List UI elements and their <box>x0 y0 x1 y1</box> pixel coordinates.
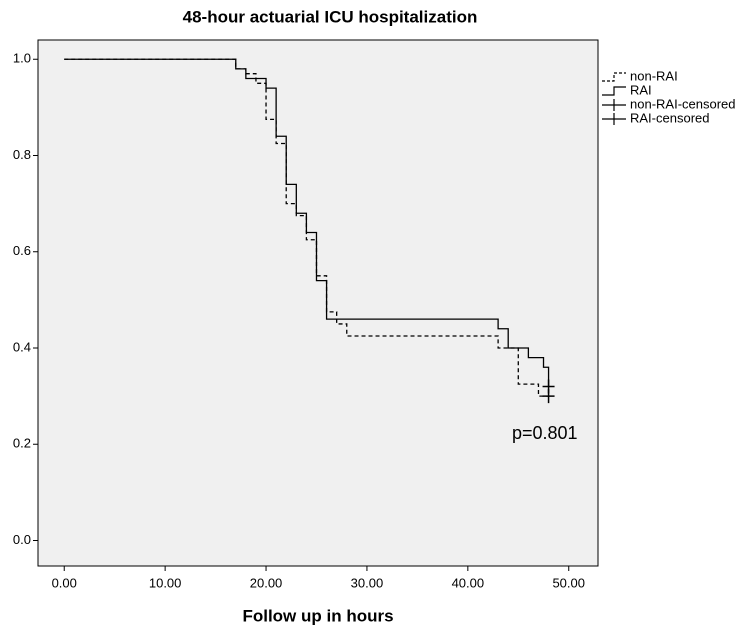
y-tick-label: 0.6 <box>13 243 31 258</box>
legend-label: non-RAI-censored <box>630 96 736 111</box>
annotation: p=0.801 <box>512 423 578 443</box>
y-tick-label: 1.0 <box>13 51 31 66</box>
plot-area <box>37 39 599 567</box>
chart-title: 48-hour actuarial ICU hospitalization <box>183 7 478 26</box>
survival-line <box>64 58 550 387</box>
x-axis-label: Follow up in hours <box>242 606 393 625</box>
x-tick-label: 40.00 <box>452 575 485 590</box>
legend-label: RAI-censored <box>630 110 709 125</box>
x-tick-label: 10.00 <box>149 575 182 590</box>
legend-label: RAI <box>630 82 652 97</box>
x-tick-label: 20.00 <box>250 575 283 590</box>
x-tick-label: 0.00 <box>52 575 77 590</box>
y-tick-label: 0.8 <box>13 147 31 162</box>
legend-icon <box>602 86 626 96</box>
legend-icon <box>602 113 626 125</box>
censor-mark <box>542 379 555 394</box>
legend-label: non-RAI <box>630 68 678 83</box>
y-tick-label: 0.4 <box>13 339 31 354</box>
y-tick-label: 0.0 <box>13 532 31 547</box>
x-tick-label: 30.00 <box>351 575 384 590</box>
y-tick-label: 0.2 <box>13 436 31 451</box>
legend-icon <box>602 72 626 82</box>
x-tick-label: 50.00 <box>552 575 585 590</box>
legend-icon <box>602 99 626 111</box>
